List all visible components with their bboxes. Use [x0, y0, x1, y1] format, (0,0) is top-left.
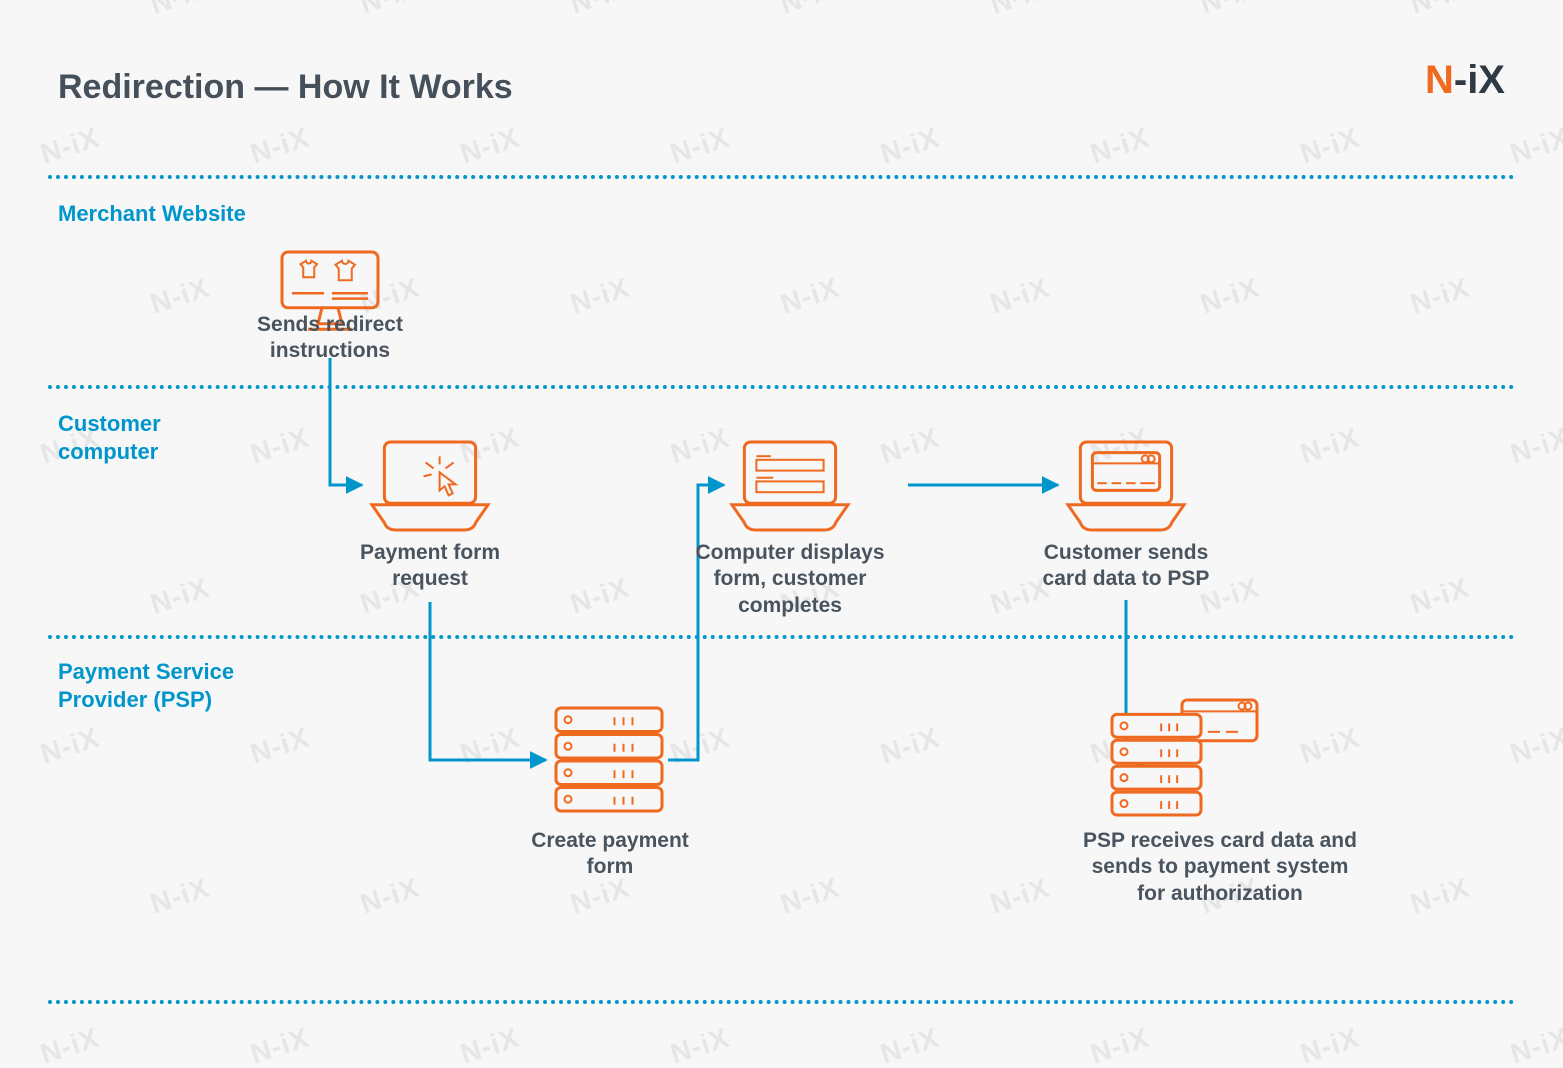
node-label-n1: Sends redirectinstructions [200, 312, 460, 365]
node-label-n5: Customer sendscard data to PSP [980, 540, 1272, 593]
node-label-n4: Computer displaysform, customercompletes [640, 540, 940, 619]
laptop-card-icon [1068, 442, 1184, 530]
logo-ix: -iX [1454, 58, 1505, 102]
node-label-n2: Payment formrequest [300, 540, 560, 593]
arrow-n2-n3 [430, 602, 546, 760]
server-icon [556, 708, 662, 811]
arrow-n3-n4 [668, 485, 724, 760]
page-title: Redirection — How It Works [58, 68, 513, 107]
swimlane-divider [48, 635, 1515, 639]
brand-logo: N-iX [1425, 58, 1505, 103]
laptop-form-icon [732, 442, 848, 530]
swimlane-divider [48, 1000, 1515, 1004]
lane-label-merchant: Merchant Website [58, 200, 246, 228]
swimlane-divider [48, 385, 1515, 389]
logo-n: N [1425, 58, 1454, 102]
node-label-n3: Create paymentform [480, 828, 740, 881]
laptop-click-icon [372, 442, 488, 530]
node-label-n6: PSP receives card data andsends to payme… [1020, 828, 1420, 907]
lane-label-customer: Customer computer [58, 410, 258, 465]
lane-label-psp: Payment Service Provider (PSP) [58, 658, 258, 713]
server-card-icon [1112, 700, 1257, 815]
arrow-n1-n2 [330, 358, 362, 485]
swimlane-divider [48, 175, 1515, 179]
